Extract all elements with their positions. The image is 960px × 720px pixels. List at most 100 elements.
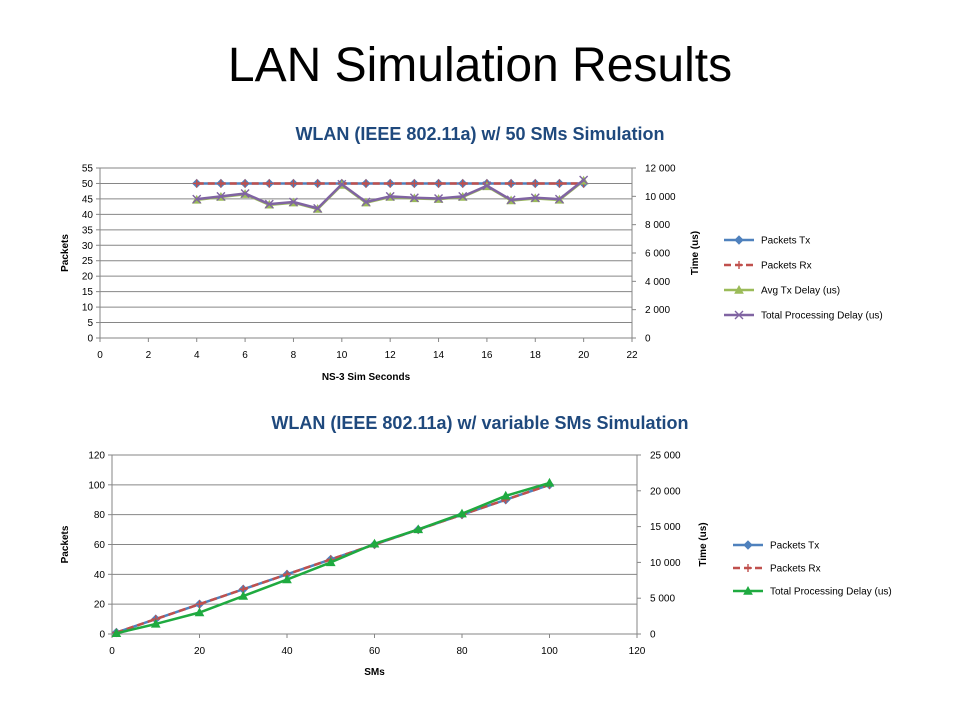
chart1-data-point — [241, 179, 250, 188]
chart1-x-tick-label: 20 — [578, 350, 590, 361]
chart2-legend-entry: Total Processing Delay (us) — [733, 585, 892, 598]
chart2-data-point — [457, 508, 467, 518]
chart1-data-point — [482, 181, 492, 191]
chart1-legend-label: Packets Tx — [761, 236, 810, 247]
chart1-data-point — [386, 179, 395, 188]
chart1-data-point — [507, 179, 516, 188]
chart1-y-tick-label: 25 — [82, 256, 94, 267]
chart1-y-axis-title: Packets — [60, 234, 71, 272]
chart1-legend-entry: Packets Tx — [724, 235, 810, 247]
chart1-legend-label: Packets Rx — [761, 261, 812, 272]
chart2-y-tick-label: 100 — [88, 480, 105, 491]
chart1-data-point — [192, 179, 201, 188]
chart2-data-point — [194, 607, 205, 617]
chart2-data-point — [195, 600, 204, 609]
chart2-data-point — [325, 557, 336, 567]
chart1-y-tick-label: 5 — [87, 318, 93, 329]
chart1-data-point — [216, 179, 225, 188]
chart1-data-point — [531, 179, 540, 188]
chart1-y2-axis-title: Time (us) — [690, 231, 701, 275]
chart2-data-point — [282, 574, 292, 584]
chart1-x-tick-label: 16 — [481, 350, 493, 361]
chart1-data-point — [337, 179, 347, 189]
chart1-data-point — [555, 179, 564, 188]
chart1-data-point — [506, 195, 516, 205]
chart1-y-tick-label: 45 — [82, 194, 94, 205]
chart1-x-tick-label: 10 — [336, 350, 348, 361]
chart1-data-point — [361, 197, 371, 207]
chart1-data-point — [264, 199, 274, 209]
chart2-legend-marker — [744, 564, 752, 572]
chart1-data-point — [313, 203, 323, 213]
chart2-y-tick-label: 80 — [94, 510, 106, 521]
chart1-data-point — [434, 193, 444, 203]
chart2-y-tick-label: 20 — [94, 600, 106, 611]
chart1-data-point — [192, 194, 202, 204]
chart1-x-tick-label: 12 — [385, 350, 397, 361]
chart2-y-tick-label: 120 — [88, 451, 105, 462]
chart1-legend-entry: Packets Rx — [724, 261, 812, 272]
chart1-y2-tick-label: 6 000 — [645, 249, 670, 260]
chart2-y-tick-label: 60 — [94, 540, 106, 551]
chart1-data-point — [362, 179, 370, 188]
chart2-x-axis-title: SMs — [364, 667, 385, 678]
chart2-data-point — [413, 524, 424, 534]
chart1-legend-label: Total Processing Delay (us) — [761, 311, 883, 322]
chart2-legend-entry: Packets Tx — [733, 540, 819, 552]
chart2-x-tick-label: 20 — [194, 646, 206, 657]
chart1-x-tick-label: 6 — [242, 350, 248, 361]
chart1-data-point — [409, 193, 419, 203]
chart1-data-point — [530, 193, 540, 203]
chart1-x-tick-label: 4 — [194, 350, 200, 361]
chart1-y2-tick-label: 4 000 — [645, 277, 670, 288]
chart1-x-tick-label: 0 — [97, 350, 103, 361]
chart1-series-2 — [192, 179, 588, 188]
chart1-y2-tick-label: 0 — [645, 334, 651, 345]
chart2-data-point — [500, 490, 511, 500]
chart1-data-point — [288, 197, 298, 207]
chart1-data-point — [385, 191, 395, 201]
chart2-legend-marker — [743, 585, 753, 595]
chart1-x-tick-label: 8 — [291, 350, 297, 361]
chart1-y-tick-label: 35 — [82, 225, 94, 236]
chart1-x-tick-label: 2 — [146, 350, 152, 361]
chart1-legend-entry: Avg Tx Delay (us) — [724, 284, 840, 297]
chart2-y2-tick-label: 25 000 — [650, 451, 681, 462]
chart2-legend-label: Packets Tx — [770, 541, 819, 552]
chart2-data-point — [111, 628, 122, 637]
chart2-data-point — [238, 591, 249, 600]
chart2-legend-label: Total Processing Delay (us) — [770, 587, 892, 598]
chart1-data-point — [410, 179, 419, 188]
chart2-x-tick-label: 120 — [629, 646, 646, 657]
chart1-y-tick-label: 30 — [82, 241, 94, 252]
chart2-y-tick-label: 40 — [94, 570, 106, 581]
chart2-data-point — [544, 477, 555, 487]
chart1-y2-tick-label: 2 000 — [645, 305, 670, 316]
chart1-legend-label: Avg Tx Delay (us) — [761, 286, 840, 297]
chart1-legend-marker — [734, 284, 744, 294]
chart2-x-tick-label: 100 — [541, 646, 558, 657]
chart1-data-point — [458, 191, 468, 201]
chart1-y2-tick-label: 12 000 — [645, 164, 676, 175]
chart1-y2-tick-label: 8 000 — [645, 220, 670, 231]
chart2-y-axis-title: Packets — [60, 525, 71, 563]
chart1-x-tick-label: 18 — [530, 350, 542, 361]
slide-title: LAN Simulation Results — [227, 39, 733, 92]
chart2-series-3 — [111, 477, 555, 637]
chart1-legend-marker — [734, 310, 744, 320]
chart1-data-point — [240, 189, 250, 198]
chart1-legend-marker — [735, 261, 743, 269]
chart1-data-point — [265, 179, 274, 188]
chart2-legend-marker — [743, 540, 753, 550]
chart1-data-point — [434, 179, 443, 188]
chart1-y-tick-label: 10 — [82, 303, 94, 314]
chart1-y2-tick-label: 10 000 — [645, 192, 676, 203]
chart1-data-point — [216, 191, 226, 201]
chart1-data-point — [458, 179, 467, 188]
chart2-y2-axis-title: Time (us) — [698, 522, 709, 566]
chart1-title: WLAN (IEEE 802.11a) w/ 50 SMs Simulation — [295, 124, 665, 144]
chart2-x-tick-label: 0 — [109, 646, 115, 657]
chart2-y2-tick-label: 0 — [650, 630, 656, 641]
chart1-data-point — [554, 194, 564, 204]
